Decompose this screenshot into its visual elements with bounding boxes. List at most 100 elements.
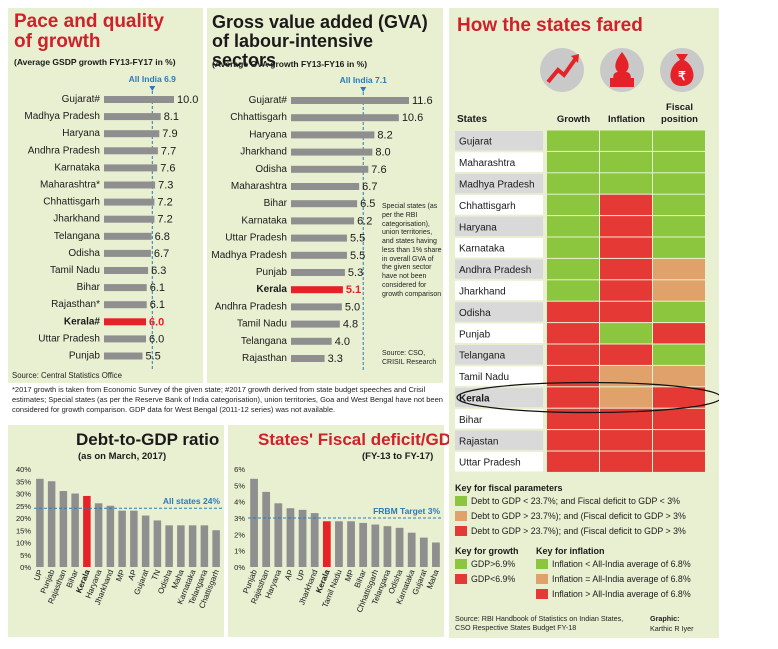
status-cell [547,258,599,280]
column-header: Fiscal [666,102,693,113]
data-label: 6.7 [362,181,377,193]
bar [291,165,369,173]
data-label: 6.0 [149,316,164,328]
bar [104,215,155,223]
bar-label: Haryana [249,129,287,140]
status-cell [653,280,705,301]
bar [104,267,149,274]
state-cell-bg [455,302,543,322]
bar [291,114,399,122]
state-name: Telangana [459,351,506,362]
state-name: Haryana [459,222,497,233]
status-cell [600,430,652,451]
status-cell [653,173,705,194]
status-cell [600,301,652,323]
svg-text:₹: ₹ [678,69,686,83]
key-swatch [455,526,467,536]
bar [291,355,325,362]
fiscal-key-title: Key for fiscal parameters [455,483,563,493]
debt-subtitle: (as on March, 2017) [78,451,167,462]
bar [291,286,343,294]
state-name: Uttar Pradesh [459,458,521,469]
inflation-key-title: Key for inflation [536,546,605,556]
y-tick-label: 0% [234,563,245,572]
bar-label: Telangana [54,231,101,242]
status-cell [653,194,705,216]
status-cell [547,237,599,258]
x-tick-label: AP [283,568,295,581]
bar-label: Tamil Nadu [237,319,287,330]
gva-note: Special states (as per the RBI categoris… [382,203,442,298]
status-cell [600,451,652,472]
bar [104,96,174,103]
bar [165,525,173,567]
state-cell-bg [455,452,543,472]
y-tick-label: 2% [234,530,245,539]
bar [177,525,185,567]
key-label: GDP<6.9% [471,574,516,584]
data-label: 4.0 [335,336,350,348]
debt-chart: 0%5%10%15%20%25%30%35%40%UPPunjabRajasth… [16,465,222,610]
status-cell [547,173,599,194]
status-cell [600,387,652,408]
data-label: 8.1 [164,111,179,123]
state-cell-bg [455,259,543,279]
bar [407,532,416,567]
key-label: Debt to GDP > 23.7%); and (Fiscal defici… [471,511,686,521]
data-label: 7.2 [157,214,172,226]
column-header: Inflation [608,114,645,125]
state-name: Gujarat [459,137,492,148]
bar [94,503,103,567]
bar-label: Karnataka [241,215,287,226]
data-label: 10.0 [177,94,198,106]
y-tick-label: 5% [234,481,245,490]
fared-panel [449,8,719,638]
status-cell [600,323,652,344]
state-name: Madhya Pradesh [459,180,535,191]
state-cell-bg [455,280,543,301]
x-tick-label: TN [150,568,162,581]
state-name: Karnataka [459,244,505,255]
bar-label: Telangana [241,336,288,347]
bar [291,217,355,225]
y-tick-label: 5% [20,551,31,560]
fiscal-icon: ₹ [660,48,704,92]
bar [106,505,115,567]
status-cell [653,237,705,258]
bar-label: Odisha [255,164,287,175]
status-cell [547,323,599,344]
state-cell-bg [455,323,543,343]
reference-label: FRBM Target 3% [373,506,440,516]
key-item: Debt to GDP < 23.7%; and Fiscal deficit … [455,496,680,506]
gva-chart: All India 7.1 Gujarat# 11.6 Chhattisgarh 10.… [211,75,433,372]
y-tick-label: 15% [16,526,31,535]
bar [250,478,258,567]
status-cell [653,365,705,387]
bar [432,542,440,567]
bar [347,521,355,567]
bar [188,525,197,567]
state-cell-bg [455,216,543,236]
column-header: States [457,114,487,125]
bar [104,130,160,138]
bar-label: Karnataka [54,162,100,173]
growth-chart: All India 6.9 Gujarat# 10.0 Madhya Pradesh 8… [24,74,198,370]
key-swatch [536,559,548,569]
bar-label: Chhattisgarh [43,197,100,208]
state-name: Rajastan [459,436,498,447]
bar-label: Bihar [264,198,288,209]
reference-label: All India 6.9 [129,74,177,84]
bar [262,491,271,567]
bar [104,301,147,309]
bar [291,269,345,276]
key-label: Inflation = All-India average of 6.8% [552,574,691,584]
y-tick-label: 6% [234,465,245,474]
status-cell [547,365,599,387]
x-tick-label: UP [32,568,45,582]
data-label: 5.5 [350,233,365,245]
bar-label: Rajasthan [242,353,287,364]
bar [371,524,380,567]
y-tick-label: 4% [234,498,245,507]
data-label: 5.0 [345,301,360,313]
bar-label: Jharkhand [240,147,287,158]
